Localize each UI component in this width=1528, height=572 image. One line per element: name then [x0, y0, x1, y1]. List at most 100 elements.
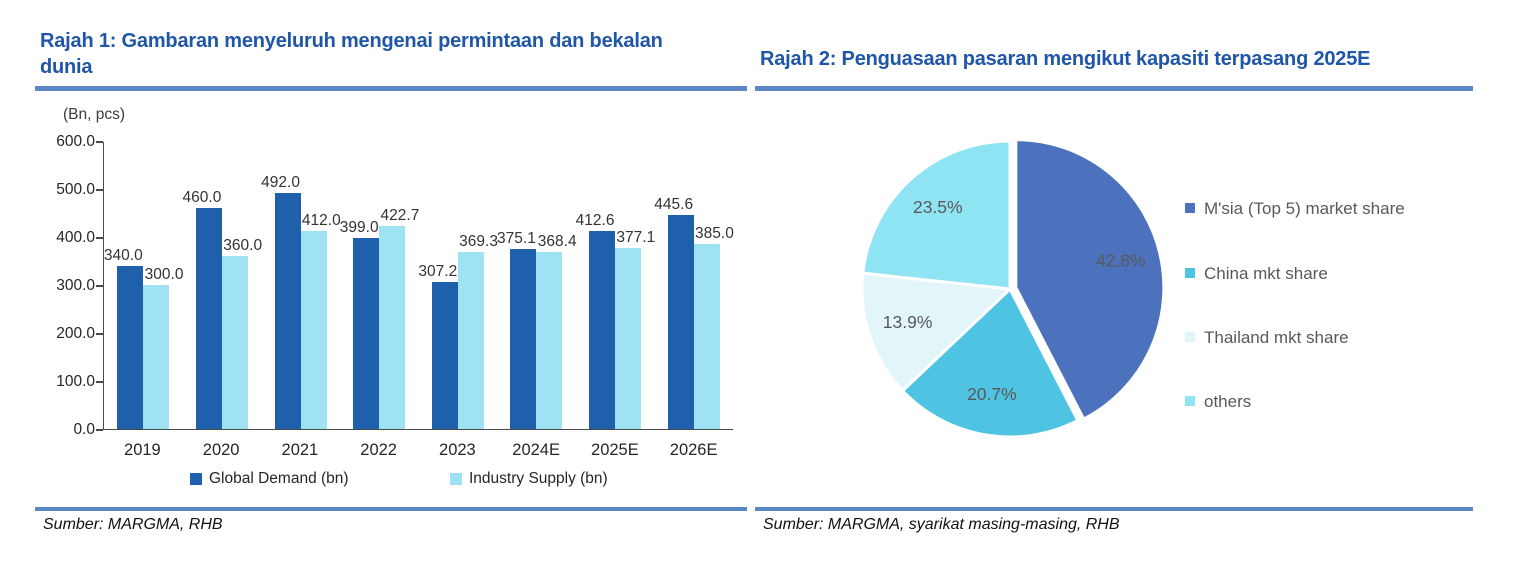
y-tick-label-500-0: 500.0 [56, 181, 95, 198]
demand-bar-2023: 307.2 [418, 263, 458, 429]
legend-item-m-sia-top-5-market-share: M'sia (Top 5) market share [1185, 198, 1405, 221]
legend-swatch-global-demand-bn [190, 473, 202, 485]
pie-chart-legend: M'sia (Top 5) market share China mkt shar… [1185, 0, 1455, 460]
legend-label: M'sia (Top 5) market share [1204, 199, 1405, 218]
legend-label: China mkt share [1204, 264, 1328, 283]
figure-1: Rajah 1: Gambaran menyeluruh mengenai pe… [35, 0, 747, 572]
bar-chart-legend: Global Demand (bn) Industry Supply (bn) [35, 470, 747, 494]
bar-group-2019: 340.0 300.0 [104, 142, 183, 429]
legend-item-others: others [1185, 391, 1251, 414]
legend-item-global-demand-bn: Global Demand (bn) [190, 470, 349, 488]
bar-value-label: 399.0 [339, 218, 379, 236]
bar-value-label: 360.0 [223, 237, 263, 255]
bar-value-label: 377.1 [616, 229, 656, 246]
bar-group-2026e: 445.6 385.0 [654, 142, 734, 429]
y-tick-mark [96, 285, 103, 287]
legend-item-industry-supply-bn: Industry Supply (bn) [450, 470, 608, 488]
x-tick-label-2026e: 2026E [669, 441, 718, 459]
bar-value-label: 369.3 [459, 232, 498, 250]
bar-value-label: 307.2 [418, 262, 458, 280]
legend-swatch-thailand-mkt-share [1185, 332, 1195, 342]
y-tick-mark [96, 141, 103, 143]
figure-2-title-rule [755, 86, 1473, 91]
supply-bar-2025e: 377.1 [615, 229, 655, 429]
y-tick-label-400-0: 400.0 [56, 229, 95, 246]
demand-bar-2019: 340.0 [104, 247, 144, 429]
y-axis-unit-label: (Bn, pcs) [63, 106, 126, 123]
bar-value-label: 445.6 [654, 196, 694, 214]
bar-value-label: 422.7 [380, 207, 420, 225]
bar-value-label: 300.0 [144, 266, 184, 283]
supply-bar-2024e: 368.4 [536, 233, 577, 429]
pie-slice-m-sia-top-5-market-share [1014, 138, 1163, 422]
pie-slice-value-m-sia-top-5-market-share: 42.8% [1096, 251, 1146, 271]
pie-slice-value-china-mkt-share: 20.7% [967, 384, 1017, 404]
supply-bar-2019: 300.0 [143, 266, 183, 429]
y-tick-label-300-0: 300.0 [56, 277, 95, 294]
demand-bar-2020: 460.0 [183, 189, 222, 429]
y-tick-mark [96, 237, 103, 239]
y-tick-mark [96, 429, 103, 431]
y-axis: 600.0 500.0 400.0 300.0 200.0 100.0 0.0 [35, 0, 95, 460]
legend-item-thailand-mkt-share: Thailand mkt share [1185, 327, 1349, 350]
bar-value-label: 412.6 [575, 212, 615, 229]
legend-swatch-m-sia-top-5-market-share [1185, 203, 1195, 213]
bar-group-2021: 492.0 412.0 [261, 142, 341, 429]
x-tick-label-2024e: 2024E [512, 441, 560, 459]
market-share-pie-chart: 42.8% 20.7% 13.9% 23.5% [860, 138, 1163, 439]
y-tick-mark [96, 189, 103, 191]
legend-swatch-others [1185, 396, 1195, 406]
figure-1-title-rule [35, 86, 747, 91]
legend-swatch-china-mkt-share [1185, 268, 1195, 278]
x-axis: 2019 2020 2021 2022 2023 2024E 2025E 2026E [103, 441, 733, 460]
bar-group-2025e: 412.6 377.1 [576, 142, 655, 429]
bar-group-2024e: 375.1 368.4 [497, 142, 577, 429]
y-tick-label-200-0: 200.0 [56, 325, 95, 342]
x-tick-label-2025e: 2025E [591, 441, 639, 459]
x-tick-label-2021: 2021 [281, 441, 319, 459]
figure-1-title: Rajah 1: Gambaran menyeluruh mengenai pe… [40, 30, 663, 79]
supply-bar-2021: 412.0 [300, 212, 341, 429]
figure-2-source-rule [755, 507, 1473, 511]
demand-bar-2024e: 375.1 [497, 230, 537, 429]
y-tick-label-0-0: 0.0 [73, 421, 95, 438]
bar-value-label: 340.0 [103, 246, 143, 264]
legend-swatch-industry-supply-bn [450, 473, 462, 485]
y-tick-mark [96, 333, 103, 335]
x-tick-label-2022: 2022 [360, 441, 397, 459]
bar-value-label: 368.4 [537, 233, 577, 251]
supply-bar-2023: 369.3 [457, 233, 498, 429]
bar-group-2022: 399.0 422.7 [340, 142, 419, 429]
pie-slice-thailand-mkt-share [860, 271, 1014, 393]
pie-slice-china-mkt-share [900, 286, 1080, 439]
legend-label: Global Demand (bn) [209, 470, 349, 487]
bar-value-label: 385.0 [695, 225, 734, 243]
y-tick-label-100-0: 100.0 [56, 373, 95, 390]
legend-label: Thailand mkt share [1204, 328, 1349, 347]
legend-label: others [1204, 392, 1252, 411]
pie-slice-value-others: 23.5% [913, 197, 963, 217]
bar-plot-area: 340.0 300.0 460.0 360.0 492.0 412.0 399.0 422.7… [96, 141, 734, 431]
figure-1-source: Sumber: MARGMA, RHB [43, 516, 223, 533]
x-tick-label-2023: 2023 [439, 441, 476, 459]
bar-value-label: 492.0 [261, 173, 300, 191]
supply-bar-2022: 422.7 [379, 207, 419, 429]
legend-item-china-mkt-share: China mkt share [1185, 263, 1328, 286]
bar-group-2020: 460.0 360.0 [183, 142, 262, 429]
supply-bar-2026e: 385.0 [693, 225, 734, 429]
supply-bar-2020: 360.0 [221, 237, 262, 429]
x-tick-label-2020: 2020 [202, 441, 240, 459]
x-tick-label-2019: 2019 [124, 441, 161, 459]
legend-label: Industry Supply (bn) [469, 470, 608, 487]
bar-value-label: 460.0 [182, 189, 222, 207]
demand-bar-2025e: 412.6 [576, 212, 616, 429]
bar-value-label: 412.0 [301, 212, 341, 230]
figure-2-source: Sumber: MARGMA, syarikat masing-masing, … [763, 516, 1120, 533]
demand-bar-2026e: 445.6 [654, 196, 694, 429]
figure-2-title: Rajah 2: Penguasaan pasaran mengikut kap… [760, 48, 1371, 70]
figure-1-source-rule [35, 507, 747, 511]
pie-slice-others [861, 139, 1012, 291]
figure-2: Rajah 2: Penguasaan pasaran mengikut kap… [755, 0, 1473, 572]
bar-value-label: 375.1 [497, 230, 536, 247]
